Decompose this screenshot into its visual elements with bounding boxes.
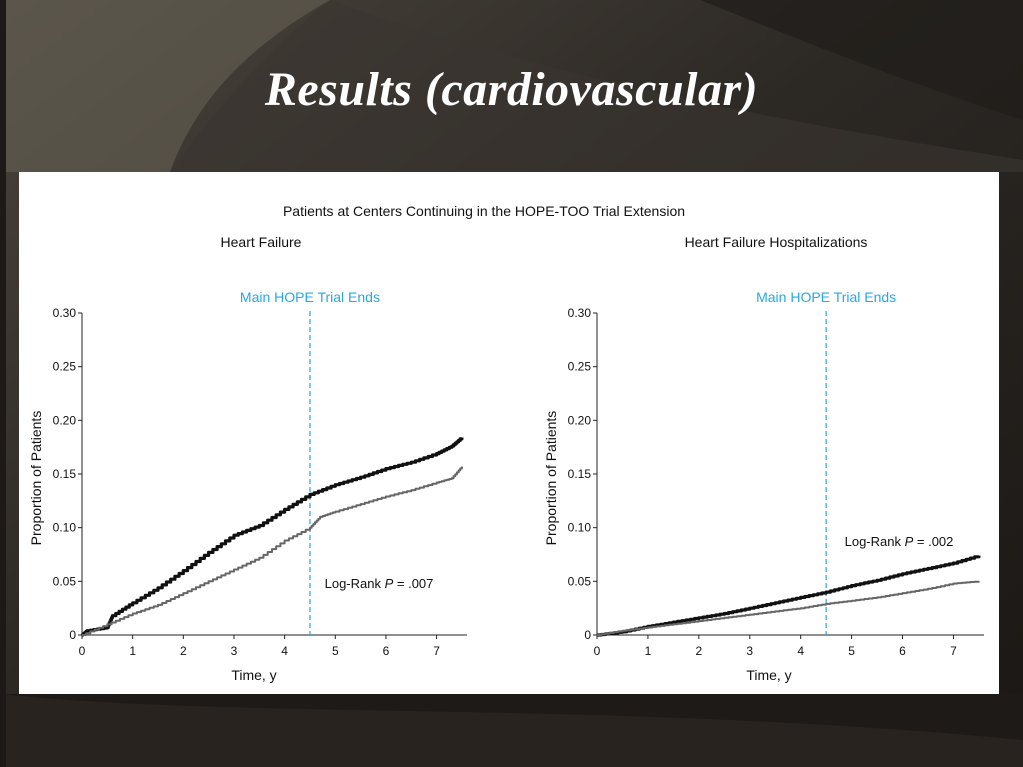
y-tick-label: 0.20 — [53, 413, 77, 427]
y-tick-label: 0.10 — [53, 521, 77, 535]
chart-2: Heart Failure Hospitalizations 0 0.05 0.10 0… — [543, 234, 984, 683]
y-tick-label: 0.05 — [53, 574, 77, 588]
y-tick-label: 0 — [584, 628, 591, 642]
y-tick-label: 0.30 — [53, 306, 77, 320]
y-tick-label: 0.15 — [53, 467, 77, 481]
x-tick-label: 4 — [797, 644, 804, 658]
x-tick-label: 2 — [180, 644, 187, 658]
x-tick-label: 3 — [746, 644, 753, 658]
y-tick-label: 0.05 — [568, 574, 592, 588]
y-tick-label: 0 — [69, 628, 76, 642]
y-tick-label: 0.15 — [568, 467, 592, 481]
slide-title: Results (cardiovascular) — [264, 63, 759, 116]
series-line-2 — [597, 580, 980, 636]
x-tick-label: 5 — [848, 644, 855, 658]
y-axis-label: Proportion of Patients — [543, 411, 559, 546]
x-tick-label: 1 — [129, 644, 136, 658]
x-tick-label: 6 — [383, 644, 390, 658]
chart-title: Heart Failure — [221, 234, 302, 250]
series-line-1 — [597, 555, 981, 637]
log-rank-annotation: Log-Rank P = .007 — [325, 576, 434, 591]
x-tick-label: 0 — [79, 644, 86, 658]
y-axis-label: Proportion of Patients — [28, 411, 44, 546]
figure-svg: Patients at Centers Continuing in the HO… — [28, 203, 984, 683]
x-tick-label: 3 — [231, 644, 238, 658]
x-tick-label: 7 — [950, 644, 957, 658]
x-tick-label: 6 — [899, 644, 906, 658]
x-tick-label: 7 — [433, 644, 440, 658]
x-tick-label: 5 — [332, 644, 339, 658]
y-tick-label: 0.10 — [568, 521, 592, 535]
trial-end-label: Main HOPE Trial Ends — [240, 289, 380, 305]
x-axis-label: Time, y — [231, 667, 276, 683]
x-tick-label: 4 — [281, 644, 288, 658]
log-rank-annotation: Log-Rank P = .002 — [845, 534, 954, 549]
chart-1: Heart Failure 0 0.05 0.10 0.15 0.20 0.25 0.30 0 1… — [28, 234, 467, 683]
figure-title: Patients at Centers Continuing in the HO… — [283, 203, 685, 219]
y-tick-label: 0.20 — [568, 413, 592, 427]
trial-end-label: Main HOPE Trial Ends — [756, 289, 896, 305]
y-tick-label: 0.25 — [568, 360, 592, 374]
x-axis-label: Time, y — [746, 667, 791, 683]
figure-panel: Patients at Centers Continuing in the HO… — [19, 172, 999, 694]
x-tick-label: 2 — [695, 644, 702, 658]
x-tick-label: 1 — [645, 644, 652, 658]
series-line-1 — [81, 437, 464, 637]
y-tick-label: 0.25 — [53, 360, 77, 374]
x-tick-label: 0 — [594, 644, 601, 658]
y-tick-label: 0.30 — [568, 306, 592, 320]
series-line-2 — [82, 466, 463, 636]
chart-title: Heart Failure Hospitalizations — [685, 234, 868, 250]
